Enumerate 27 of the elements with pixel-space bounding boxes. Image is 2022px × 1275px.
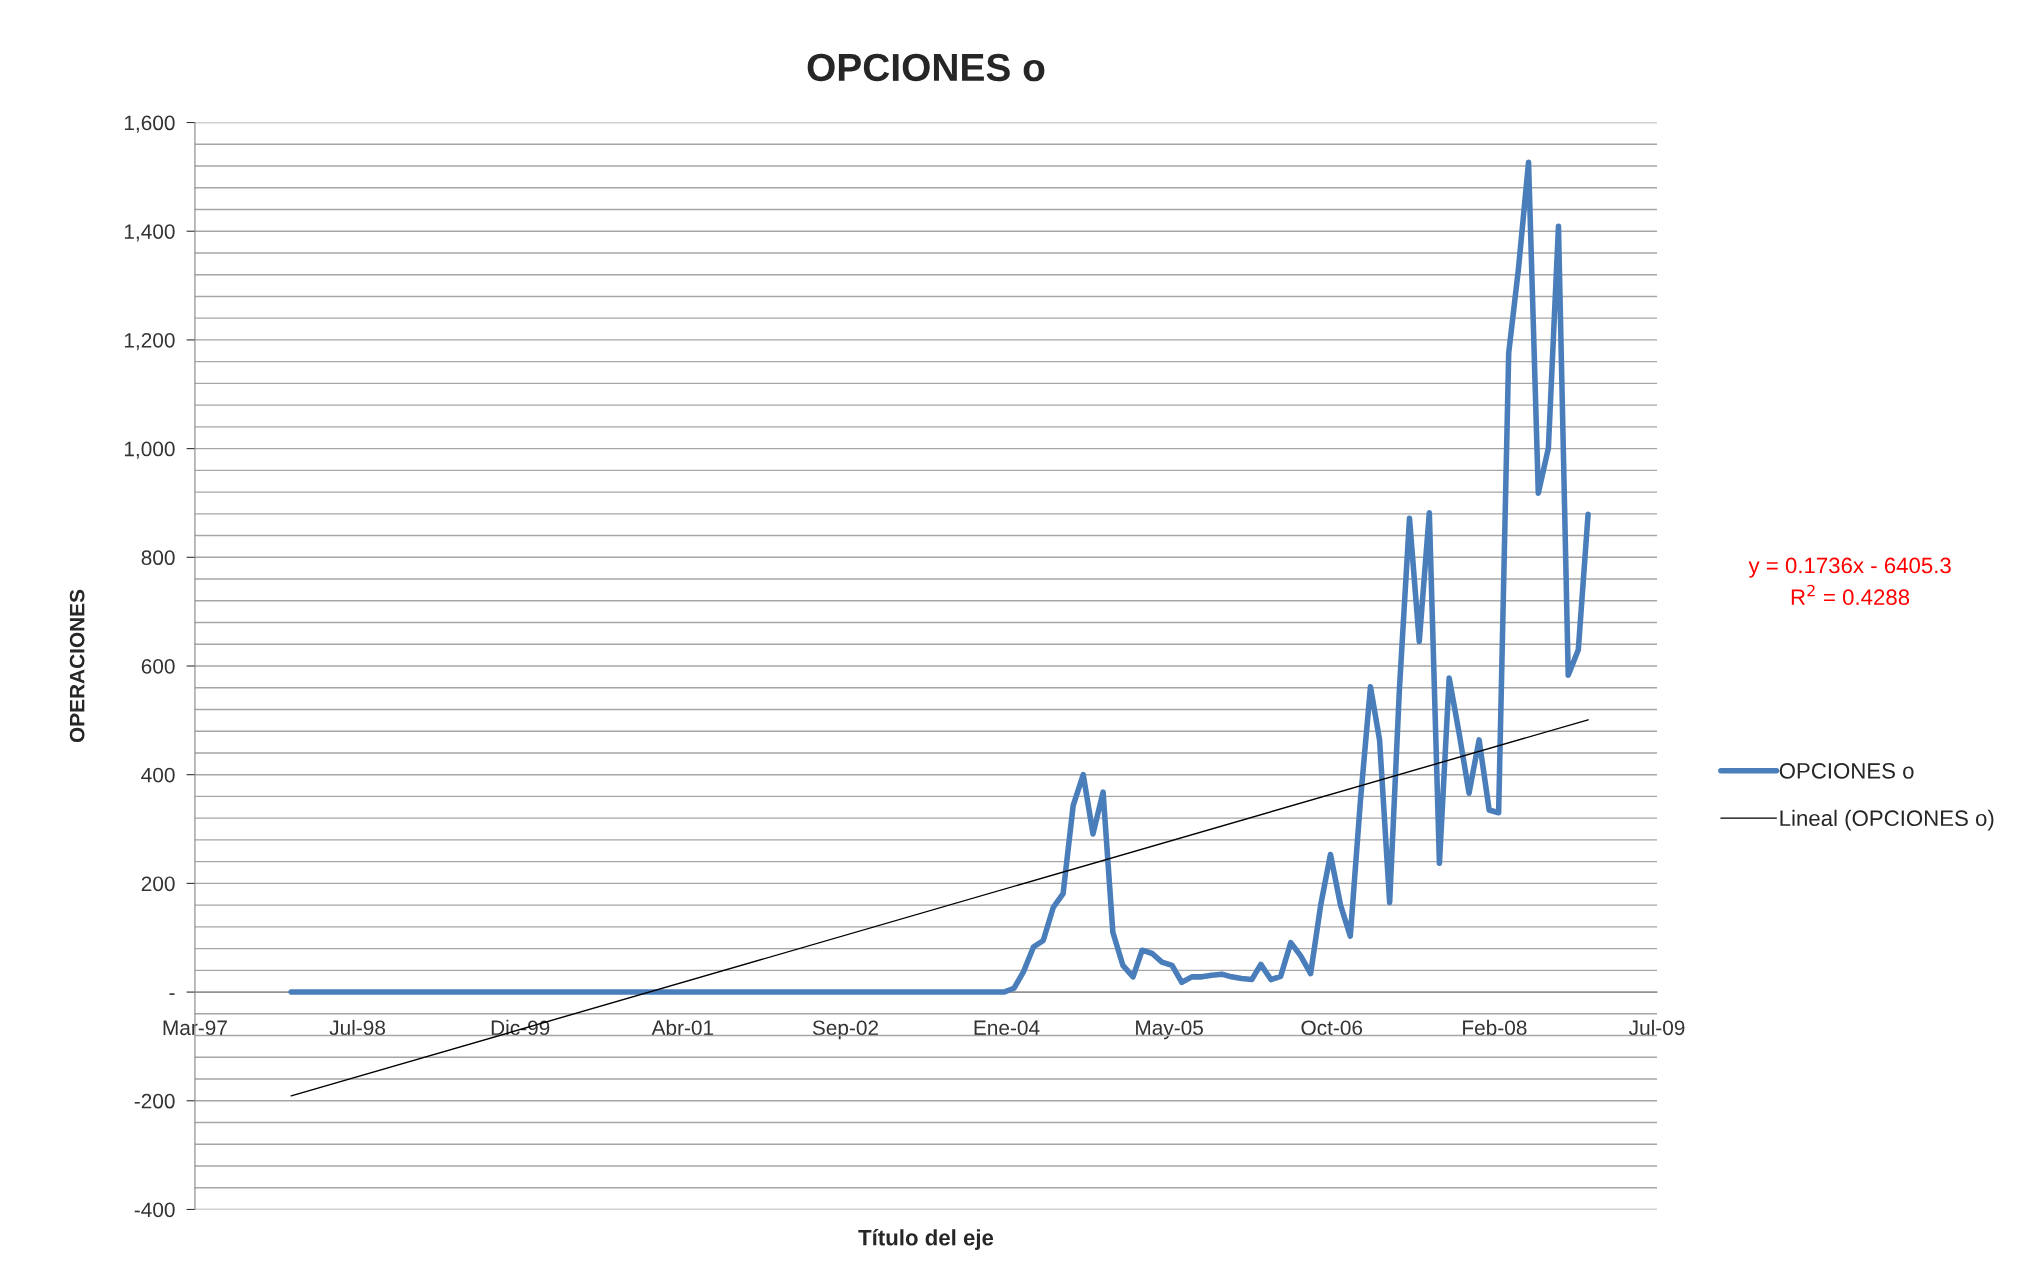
x-tick-label: Jul-98	[329, 1019, 386, 1036]
y-tick-label: 1,600	[124, 115, 175, 133]
y-tick-label: -	[169, 993, 175, 995]
x-tick-label: Oct-06	[1301, 1020, 1363, 1036]
y-tick-label: 1,400	[124, 224, 175, 242]
y-tick-label: 600	[141, 659, 175, 674]
y-tick-label: 800	[141, 550, 175, 566]
x-tick-label: Sep-02	[812, 1020, 879, 1040]
y-tick-label: -200	[134, 1093, 175, 1109]
y-tick-label: 1,000	[124, 441, 175, 459]
y-tick-label: 400	[141, 767, 175, 783]
y-tick-label: 1,200	[124, 332, 175, 351]
x-tick-label: Jul-09	[1628, 1019, 1685, 1036]
x-tick-label: Feb-08	[1463, 1019, 1527, 1036]
y-tick-label: -400	[134, 1202, 175, 1218]
x-tick-label: Ene-04	[974, 1020, 1040, 1036]
x-axis-title: Título del eje	[858, 1229, 994, 1250]
chart-title: OPCIONES o	[807, 53, 1045, 82]
legend-label: Lineal (OPCIONES o)	[1780, 809, 1994, 831]
x-tick-label: May-05	[1136, 1020, 1203, 1040]
text: R$^{2}$ = 0.4288	[1791, 584, 1910, 606]
y-axis-title: OPERACIONES	[69, 589, 85, 743]
x-tick-label: Mar-97	[163, 1020, 227, 1036]
text: y = 0.1736x - 6405.3	[1748, 557, 1951, 578]
y-tick-label: 200	[141, 876, 175, 892]
x-tick-label: Abr-01	[651, 1019, 714, 1036]
legend-label: OPCIONES o	[1779, 762, 1914, 779]
